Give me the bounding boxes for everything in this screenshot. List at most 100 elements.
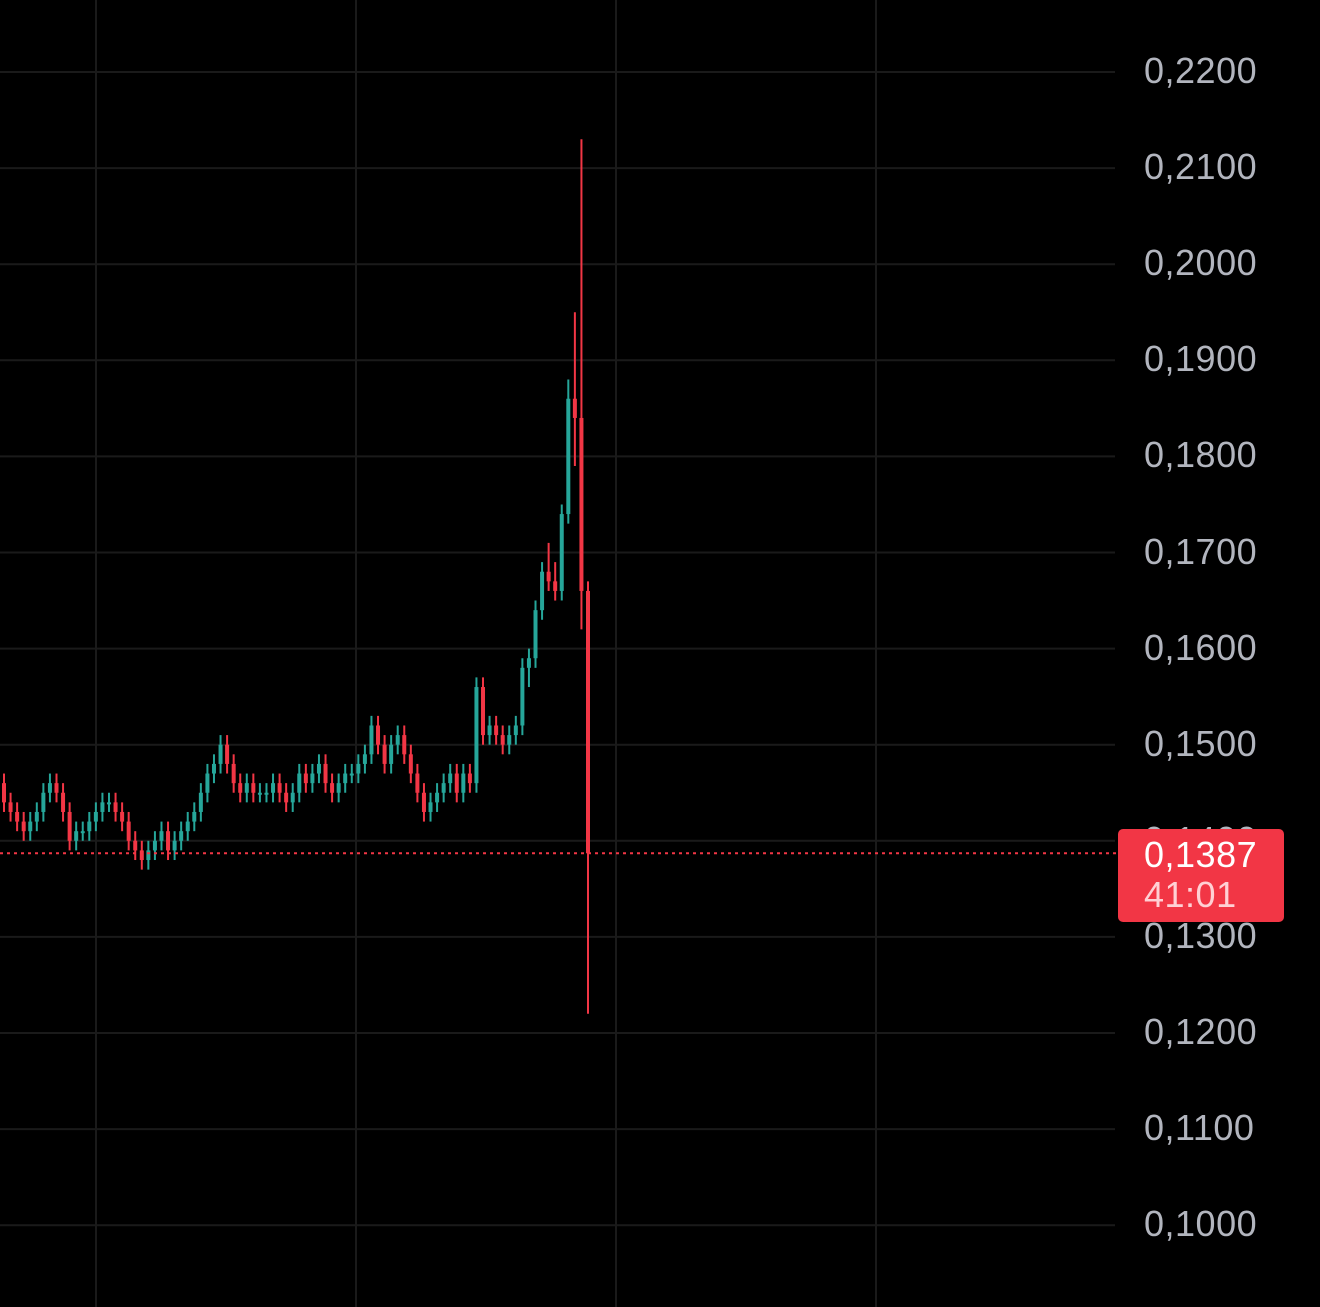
- candle-body: [8, 802, 13, 812]
- y-tick-label: 0,2100: [1144, 146, 1258, 188]
- candle-body: [421, 792, 426, 812]
- y-tick-label: 0,1100: [1144, 1107, 1255, 1149]
- candle-body: [566, 398, 571, 515]
- candle-body: [100, 802, 105, 812]
- candle-body: [362, 754, 367, 764]
- y-tick-label: 0,1600: [1144, 626, 1258, 668]
- candle-body: [284, 792, 289, 803]
- candle-body: [494, 725, 499, 736]
- candle-body: [28, 821, 33, 832]
- candle-body: [330, 783, 335, 793]
- candle-body: [205, 773, 210, 793]
- candle-body: [546, 571, 551, 582]
- y-tick-label: 0,1200: [1144, 1011, 1258, 1052]
- candle-body: [500, 735, 505, 745]
- candle-body: [474, 687, 479, 784]
- candle-body: [369, 725, 374, 755]
- candle-body: [395, 735, 400, 745]
- candle-body: [461, 773, 466, 793]
- candle-body: [218, 744, 223, 764]
- candle-body: [166, 831, 171, 851]
- candle-body: [507, 735, 512, 745]
- candle-body: [356, 763, 361, 774]
- candle-body: [428, 802, 433, 812]
- candle-body: [559, 514, 564, 591]
- candle-body: [533, 610, 538, 659]
- y-tick-label: 0,1900: [1144, 338, 1258, 380]
- candle-body: [349, 773, 354, 776]
- y-tick-label: 0,2200: [1144, 50, 1258, 91]
- candle-body: [310, 773, 315, 784]
- candle-body: [74, 831, 79, 841]
- candle-body: [225, 744, 230, 764]
- candle-body: [179, 831, 184, 841]
- candle-body: [257, 792, 262, 795]
- candle-body: [80, 831, 85, 834]
- candle-body: [126, 821, 131, 841]
- candle-body: [441, 783, 446, 793]
- candle-body: [540, 571, 545, 611]
- candle-body: [21, 821, 26, 832]
- candle-body: [34, 811, 39, 822]
- candle-body: [120, 811, 125, 822]
- y-tick-label: 0,1800: [1144, 434, 1258, 476]
- candle-body: [277, 783, 282, 793]
- candle-body: [54, 783, 59, 793]
- candle-body: [113, 802, 118, 812]
- candle-body: [2, 783, 6, 803]
- candle-body: [15, 811, 20, 822]
- candle-body: [579, 417, 584, 591]
- candle-body: [290, 792, 295, 803]
- candle-body: [467, 773, 472, 784]
- candle-body: [323, 763, 328, 784]
- candle-body: [192, 811, 197, 822]
- candle-body: [520, 667, 525, 726]
- y-tick-label: 0,1000: [1144, 1203, 1258, 1245]
- candle-body: [93, 811, 98, 822]
- candle-body: [343, 773, 348, 784]
- candle-body: [336, 783, 341, 793]
- last-price-badge: 0,1387 41:01: [1118, 829, 1284, 922]
- candle-body: [415, 773, 420, 793]
- candle-body: [41, 792, 46, 812]
- candle-body: [152, 840, 157, 851]
- candle-body: [376, 725, 381, 745]
- candle-body: [586, 590, 590, 854]
- y-tick-label: 0,2000: [1144, 242, 1258, 284]
- candle-countdown: 41:01: [1144, 874, 1237, 915]
- candle-body: [297, 773, 302, 793]
- candle-body: [513, 725, 518, 736]
- candle-body: [303, 773, 308, 784]
- last-price-value: 0,1387: [1144, 834, 1258, 875]
- candle-body: [244, 783, 249, 793]
- candle-body: [487, 725, 492, 736]
- candle-body: [146, 850, 151, 861]
- candle-body: [382, 744, 387, 764]
- candle-body: [139, 850, 144, 861]
- candle-body: [526, 658, 531, 668]
- candle-body: [185, 821, 190, 832]
- candle-body: [172, 840, 177, 851]
- candle-body: [316, 763, 321, 774]
- candle-body: [448, 773, 453, 784]
- candle-body: [61, 792, 66, 812]
- candle-body: [106, 802, 111, 805]
- candle-body: [198, 792, 203, 812]
- candle-body: [251, 783, 256, 793]
- candle-body: [87, 821, 92, 832]
- candle-body: [271, 783, 276, 793]
- candle-body: [572, 398, 577, 418]
- candle-body: [481, 687, 486, 736]
- candles: [2, 139, 590, 1014]
- candle-body: [159, 831, 164, 841]
- y-tick-label: 0,1300: [1144, 914, 1258, 956]
- candle-body: [231, 763, 236, 784]
- candle-body: [211, 763, 216, 774]
- candle-body: [454, 773, 459, 793]
- candle-body: [133, 840, 138, 851]
- y-tick-label: 0,1700: [1144, 530, 1258, 572]
- candle-body: [238, 783, 243, 793]
- candle-body: [264, 792, 269, 795]
